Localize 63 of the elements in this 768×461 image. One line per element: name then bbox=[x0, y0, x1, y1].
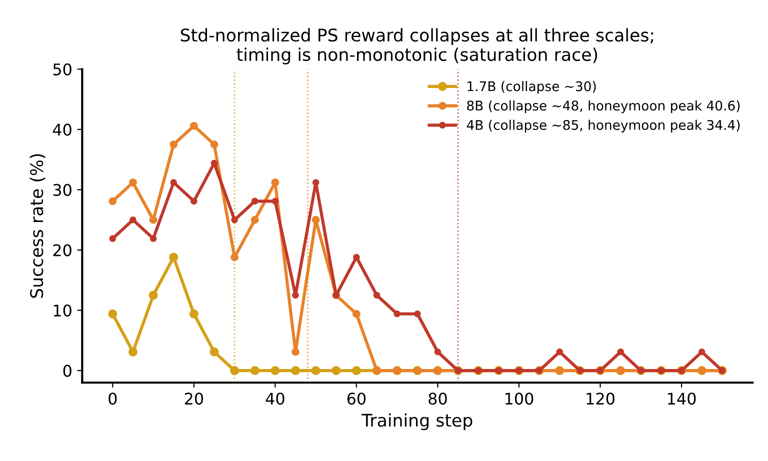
point bbox=[170, 179, 178, 186]
point bbox=[210, 140, 218, 148]
point bbox=[271, 178, 280, 186]
point bbox=[353, 254, 360, 261]
x-tick-label: 40 bbox=[266, 392, 284, 405]
x-tick-label: 80 bbox=[428, 392, 447, 405]
point bbox=[617, 348, 624, 356]
point bbox=[150, 235, 157, 242]
point bbox=[170, 140, 178, 148]
x-tick-label: 140 bbox=[668, 392, 696, 405]
point bbox=[290, 366, 300, 376]
point bbox=[108, 197, 117, 206]
point bbox=[352, 310, 360, 318]
point bbox=[250, 216, 259, 224]
point bbox=[312, 216, 320, 224]
x-tick-label: 0 bbox=[108, 392, 117, 405]
point bbox=[698, 348, 706, 356]
point bbox=[128, 347, 138, 356]
point bbox=[251, 198, 258, 205]
chart-title: Std-normalized PS reward collapses at all three scales; timing is non-monotonic (saturation race) bbox=[180, 28, 654, 64]
point bbox=[373, 292, 380, 299]
x-tick-label: 20 bbox=[184, 392, 204, 405]
point bbox=[190, 198, 198, 205]
y-tick-label: 10 bbox=[54, 304, 72, 317]
point bbox=[108, 309, 118, 318]
point bbox=[231, 216, 238, 224]
y-tick-label: 40 bbox=[52, 124, 72, 136]
y-tick-label: 0 bbox=[63, 364, 72, 377]
point bbox=[394, 310, 400, 318]
point bbox=[230, 366, 240, 376]
point bbox=[210, 347, 219, 356]
point bbox=[312, 179, 320, 186]
point bbox=[352, 366, 361, 376]
legend-label: 8B (collapse ~48, honeymoon peak 40.6) bbox=[467, 100, 740, 114]
point bbox=[169, 252, 178, 262]
point bbox=[292, 348, 300, 356]
point bbox=[414, 310, 421, 318]
x-axis-title: Training step bbox=[362, 413, 472, 430]
point bbox=[109, 235, 116, 242]
x-tick-label: 120 bbox=[586, 392, 614, 405]
point bbox=[148, 290, 158, 300]
point bbox=[250, 366, 260, 376]
point bbox=[556, 348, 564, 356]
point bbox=[230, 253, 239, 262]
y-tick-label: 50 bbox=[53, 63, 72, 76]
point bbox=[434, 348, 442, 356]
y-tick-label: 20 bbox=[53, 244, 72, 256]
point bbox=[332, 366, 341, 376]
point bbox=[130, 216, 136, 224]
point bbox=[129, 178, 137, 186]
x-tick-label: 60 bbox=[347, 392, 366, 405]
point bbox=[270, 366, 280, 376]
point bbox=[311, 366, 320, 376]
point bbox=[272, 198, 279, 205]
point bbox=[190, 122, 198, 130]
point bbox=[189, 309, 198, 318]
point bbox=[149, 216, 158, 224]
x-tick-label: 100 bbox=[506, 392, 534, 405]
legend-label: 1.7B (collapse ~30) bbox=[468, 81, 596, 94]
legend-label: 4B (collapse ~85, honeymoon peak 34.4) bbox=[466, 120, 740, 133]
y-axis-title: Success rate (%) bbox=[30, 154, 46, 298]
y-tick-label: 30 bbox=[53, 184, 72, 196]
point bbox=[292, 292, 299, 299]
